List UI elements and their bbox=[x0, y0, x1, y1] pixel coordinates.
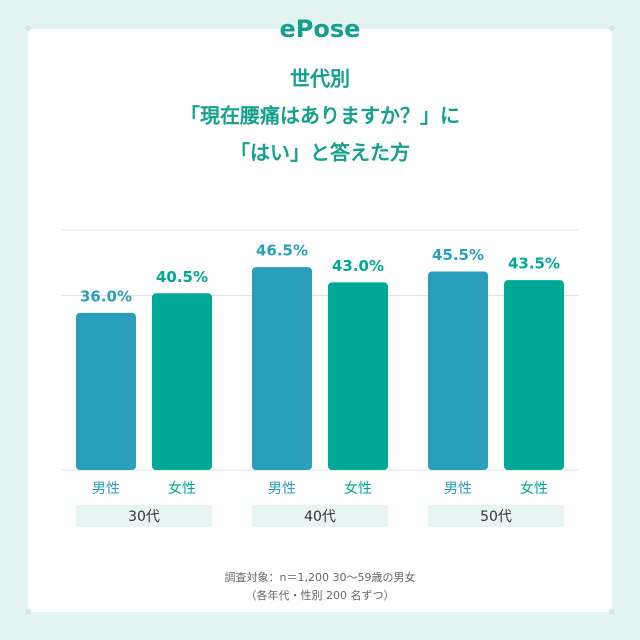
bar bbox=[76, 312, 136, 470]
bar bbox=[252, 267, 312, 470]
corner-dot bbox=[609, 25, 615, 31]
group-label-bg bbox=[76, 505, 212, 527]
bar bbox=[328, 282, 388, 470]
note: 調査対象：n＝1,200 30～59歳の男女 bbox=[225, 570, 416, 584]
legend-label: 女性 bbox=[168, 480, 196, 497]
legend-label: 男性 bbox=[268, 481, 296, 497]
x-tick-label: 50代 bbox=[480, 509, 512, 525]
legend-label: 男性 bbox=[444, 481, 472, 497]
value-label: 45.5% bbox=[432, 246, 484, 264]
legend-label: 女性 bbox=[520, 480, 548, 497]
bar bbox=[428, 271, 488, 470]
legend-label: 男性 bbox=[92, 481, 120, 497]
group-label-bg bbox=[428, 505, 564, 527]
brand-logo: ePose bbox=[280, 15, 361, 43]
legend-label: 女性 bbox=[344, 480, 372, 497]
bar bbox=[504, 280, 564, 470]
group-label-bg bbox=[252, 505, 388, 527]
corner-dot bbox=[25, 25, 31, 31]
corner-dot bbox=[25, 609, 31, 615]
corner-dot bbox=[609, 609, 615, 615]
bar bbox=[152, 293, 212, 470]
value-label: 40.5% bbox=[156, 268, 208, 286]
value-label: 46.5% bbox=[256, 242, 308, 260]
value-label: 36.0% bbox=[80, 287, 132, 305]
value-label: 43.5% bbox=[508, 255, 560, 273]
value-label: 43.0% bbox=[332, 257, 384, 275]
note: （各年代・性別 200 名ずつ） bbox=[246, 588, 395, 602]
x-tick-label: 30代 bbox=[128, 509, 160, 525]
chart-title: 「現在腰痛はありますか？」に bbox=[180, 104, 460, 128]
chart-title: 世代別 bbox=[290, 67, 350, 91]
x-tick-label: 40代 bbox=[304, 509, 336, 525]
chart-title: 「はい」と答えた方 bbox=[230, 141, 410, 165]
